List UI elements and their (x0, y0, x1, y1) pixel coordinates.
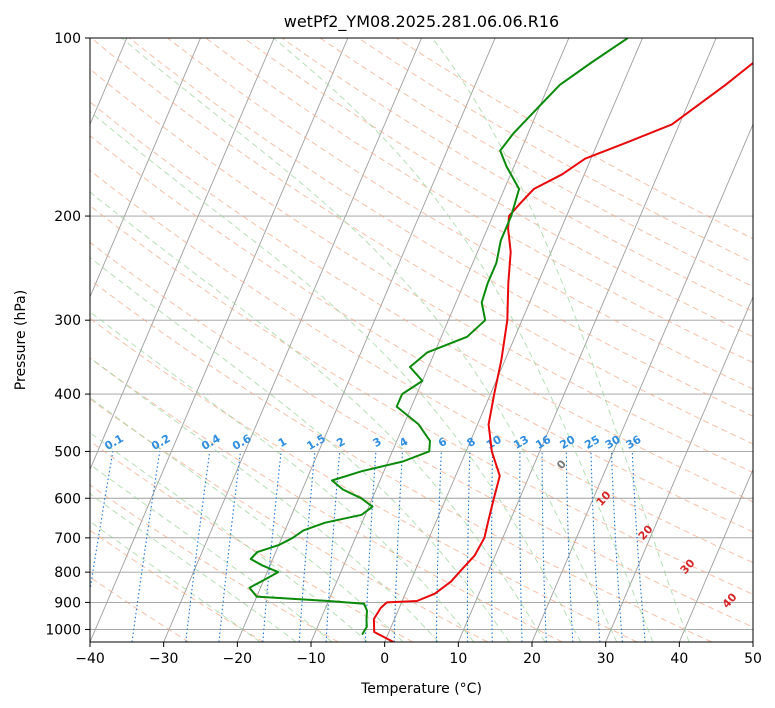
y-tick-label: 700 (54, 531, 81, 547)
dry-adiabat-line (90, 135, 753, 533)
plot-area: 0.10.20.40.611.52346810131620253036-100-… (90, 38, 753, 642)
dry-adiabat-line (90, 38, 753, 445)
mixing-ratio-line (131, 451, 161, 642)
x-tick-label: −40 (75, 651, 105, 667)
y-tick-label: 600 (54, 491, 81, 507)
dry-adiabat-line (90, 357, 563, 642)
dry-adiabat-line (90, 317, 638, 642)
y-tick-label: 800 (54, 565, 81, 581)
isotherm-line (236, 38, 496, 642)
dry-adiabat-line (281, 38, 753, 313)
y-tick-label: 900 (54, 595, 81, 611)
dry-adiabat-line (90, 205, 753, 595)
x-tick-label: −10 (296, 651, 326, 667)
moist-adiabat-line (90, 493, 297, 642)
x-tick-label: 30 (597, 651, 615, 667)
x-tick-label: −30 (149, 651, 179, 667)
temperature-profile-line (372, 61, 753, 642)
moist-adiabat-line (90, 463, 333, 642)
moist-adiabat-line (273, 38, 654, 642)
moist-adiabat-line (90, 311, 475, 642)
isotherm-line (163, 38, 422, 642)
x-tick-label: 40 (670, 651, 688, 667)
chart-title: wetPf2_YM08.2025.281.06.06.R16 (284, 12, 559, 32)
y-tick-label: 1000 (45, 622, 81, 638)
isotherm-line (384, 38, 643, 642)
isotherm-line (678, 468, 753, 642)
x-tick-label: 50 (744, 651, 762, 667)
dry-adiabat-line (243, 38, 753, 338)
dry-adiabat-line (90, 169, 753, 564)
mixing-ratio-line (185, 451, 211, 642)
y-tick-label: 200 (54, 209, 81, 225)
dewpoint-profile-line (248, 38, 629, 636)
mixing-ratio-line (90, 451, 114, 594)
y-tick-label: 300 (54, 313, 81, 329)
isotherm-line (90, 38, 275, 471)
y-tick-label: 100 (54, 31, 81, 47)
dry-adiabat-line (90, 279, 712, 642)
moist-adiabat-line (90, 256, 510, 642)
y-tick-label: 500 (54, 444, 81, 460)
x-tick-label: −20 (223, 651, 253, 667)
y-axis-label: Pressure (hPa) (13, 290, 29, 390)
x-tick-label: 20 (523, 651, 541, 667)
moist-adiabat-line (431, 38, 690, 642)
isotherm-line (90, 38, 349, 642)
x-tick-label: 10 (449, 651, 467, 667)
moist-adiabat-line (90, 396, 404, 642)
moist-adiabat-line (90, 357, 439, 642)
mixing-ratio-line (218, 451, 242, 642)
x-tick-label: 0 (380, 651, 389, 667)
moist-adiabat-line (90, 520, 261, 642)
x-axis-label: Temperature (°C) (360, 681, 482, 697)
dry-adiabat-line (90, 101, 753, 503)
dry-adiabat-line (90, 241, 753, 628)
isotherm-line (531, 123, 753, 642)
moist-adiabat-line (121, 38, 618, 642)
plot-frame (89, 37, 754, 643)
axis-ticks: −40 −30 −20 −10 0 10 20 30 40 50 100 200 300 400 500 60… (45, 31, 762, 667)
mixing-ratio-line (262, 451, 282, 642)
dry-adiabat-line (90, 484, 339, 642)
dry-adiabat-line (90, 398, 488, 642)
y-tick-label: 400 (54, 387, 81, 403)
dry-adiabat-line (129, 38, 753, 417)
dry-adiabat-line (90, 529, 264, 642)
isotherm-line (90, 38, 201, 299)
isotherm-line (605, 295, 753, 642)
isotherm-line (457, 38, 717, 642)
